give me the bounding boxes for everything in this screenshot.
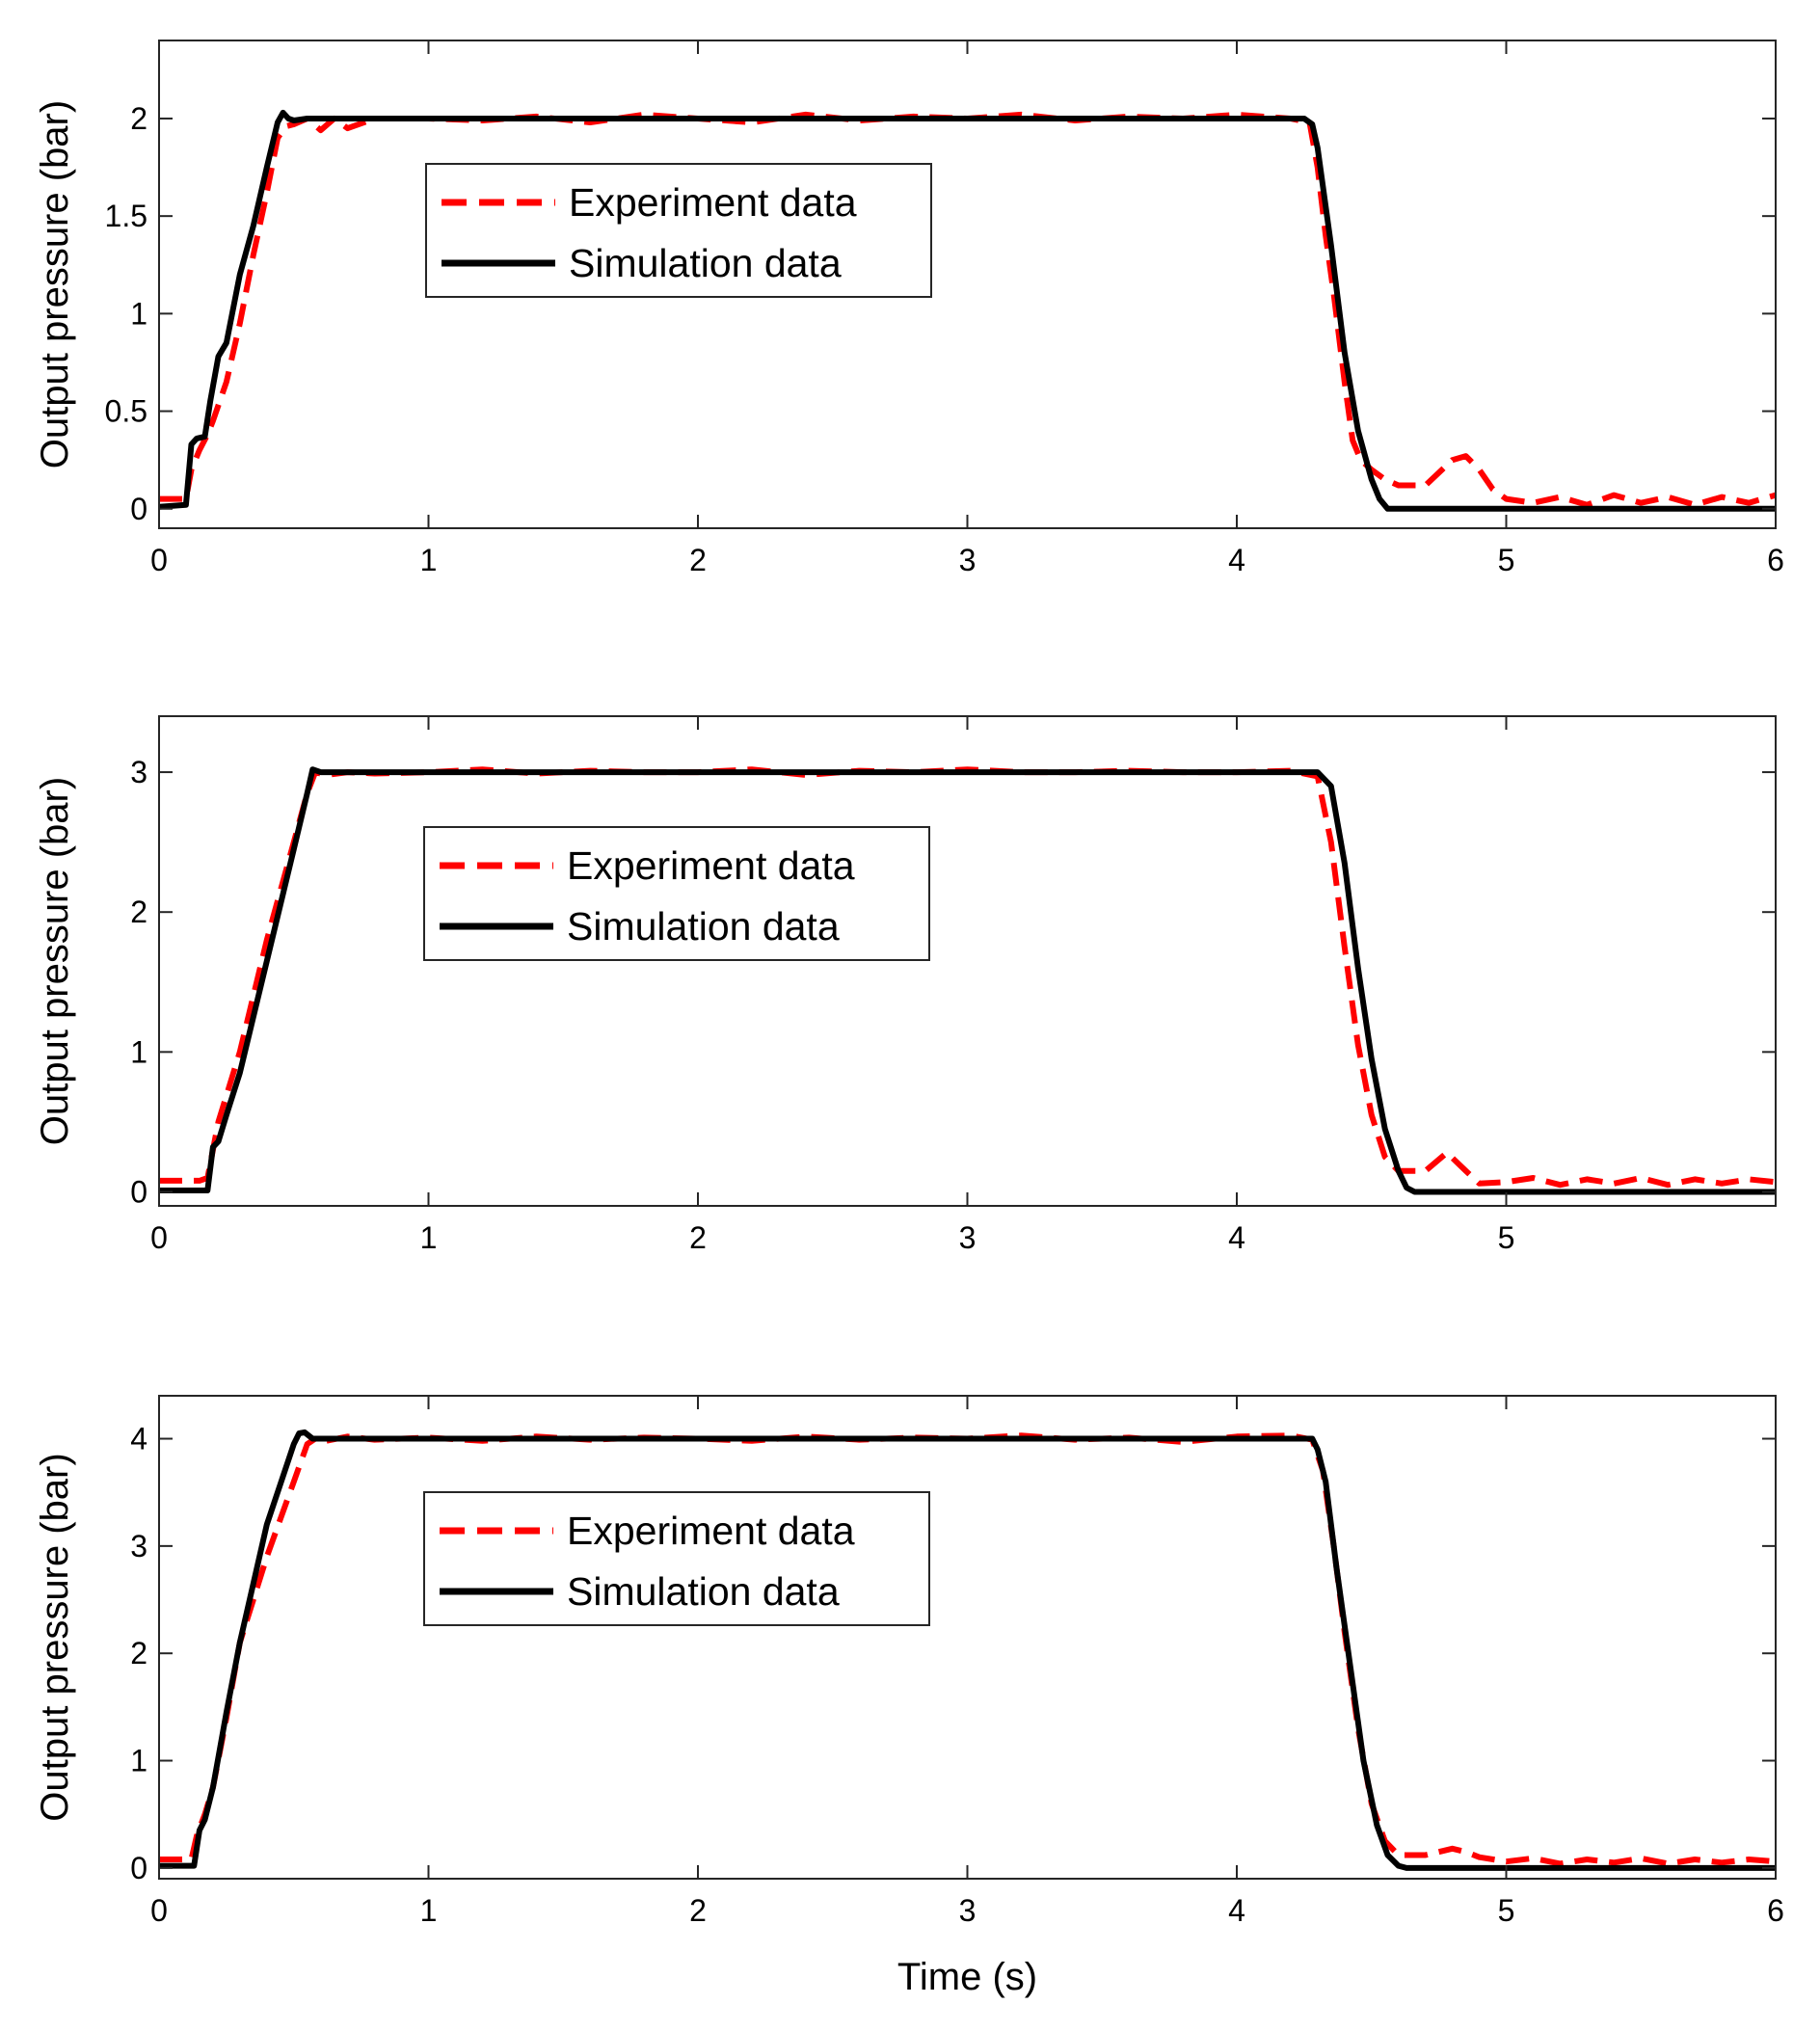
y-tick-label: 2 — [130, 101, 147, 136]
legend-label: Simulation data — [567, 904, 840, 949]
x-tick-label: 6 — [1767, 543, 1784, 577]
x-tick-label: 5 — [1498, 1893, 1515, 1928]
y-tick-label: 1 — [130, 1034, 147, 1069]
y-tick-label: 0 — [130, 1851, 147, 1885]
x-tick-label: 1 — [420, 1220, 438, 1255]
legend: Experiment data Simulation data — [425, 163, 932, 298]
y-tick-label: 2 — [130, 1636, 147, 1670]
y-tick-label: 0 — [130, 1174, 147, 1209]
x-tick-label: 6 — [1767, 1893, 1784, 1928]
legend-label: Experiment data — [569, 180, 857, 225]
simulation-series-line — [159, 1429, 1776, 1871]
x-tick-label: 2 — [689, 1893, 707, 1928]
y-tick-label: 0.5 — [105, 394, 147, 429]
simulation-series-line — [159, 109, 1776, 512]
legend-box — [425, 163, 932, 298]
y-tick-label: 1.5 — [105, 199, 147, 233]
y-axis-label: Output pressure (bar) — [34, 777, 76, 1145]
x-tick-label: 0 — [150, 1220, 168, 1255]
x-tick-label: 4 — [1228, 1220, 1245, 1255]
y-tick-label: 0 — [130, 492, 147, 526]
legend-label: Simulation data — [569, 241, 842, 285]
plot-area — [159, 1396, 1776, 1879]
series-group — [159, 766, 1776, 1195]
x-tick-label: 3 — [959, 1220, 977, 1255]
x-tick-label: 0 — [150, 1893, 168, 1928]
x-tick-label: 3 — [959, 543, 977, 577]
plot-area — [159, 40, 1776, 528]
x-tick-label: 1 — [420, 543, 438, 577]
legend-box — [423, 826, 930, 961]
legend-label: Simulation data — [567, 1569, 840, 1614]
chart-panel-2: 0 1 2 3 4 5 0 1 2 3 Output pressure (bar) Experimen… — [34, 715, 1777, 1255]
y-axis-label: Output pressure (bar) — [34, 1453, 76, 1821]
legend: Experiment data Simulation data — [423, 826, 930, 961]
plot-area — [159, 716, 1776, 1206]
x-tick-label: 4 — [1228, 1893, 1245, 1928]
x-tick-label: 4 — [1228, 543, 1245, 577]
legend-label: Experiment data — [567, 843, 855, 888]
x-tick-label: 5 — [1498, 1220, 1515, 1255]
x-axis-label: Time (s) — [897, 1956, 1037, 1998]
y-tick-label: 2 — [130, 895, 147, 929]
legend-box — [423, 1491, 930, 1626]
x-tick-label: 2 — [689, 543, 707, 577]
y-tick-label: 4 — [130, 1422, 147, 1456]
y-tick-label: 3 — [130, 1529, 147, 1563]
y-tick-label: 1 — [130, 296, 147, 331]
legend: Experiment data Simulation data — [423, 1491, 930, 1626]
chart-panel-1: 0 1 2 3 4 5 6 0 0.5 1 1.5 2 Output pressure (bar) Exp… — [34, 40, 1784, 577]
series-group — [159, 109, 1776, 512]
simulation-series-line — [159, 766, 1776, 1195]
y-tick-label: 3 — [130, 755, 147, 789]
x-tick-label: 1 — [420, 1893, 438, 1928]
x-tick-label: 0 — [150, 543, 168, 577]
y-axis-label: Output pressure (bar) — [34, 100, 76, 468]
series-group — [159, 1429, 1776, 1871]
legend-label: Experiment data — [567, 1509, 855, 1553]
y-tick-label: 1 — [130, 1744, 147, 1778]
x-tick-label: 3 — [959, 1893, 977, 1928]
chart-panel-3: 0 1 2 3 4 5 6 0 1 2 3 4 Output pressure (bar) Time (s… — [34, 1395, 1784, 1998]
x-tick-label: 2 — [689, 1220, 707, 1255]
x-tick-label: 5 — [1498, 543, 1515, 577]
